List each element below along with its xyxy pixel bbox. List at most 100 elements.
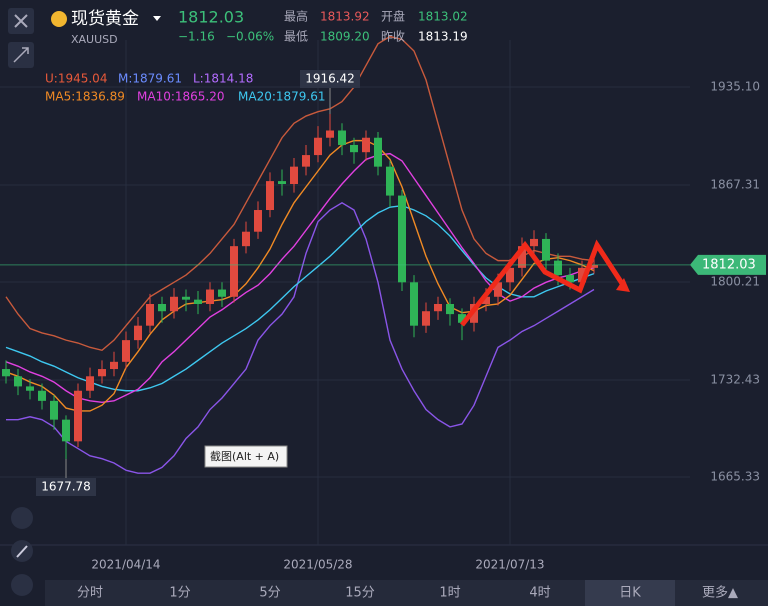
candle-body — [410, 282, 418, 326]
stat-label: 昨收 — [381, 30, 405, 44]
stat-label: 最低 — [284, 30, 308, 44]
stat-value: 1809.20 — [320, 30, 370, 44]
annotation-arrow — [460, 239, 628, 327]
stat-value: 1813.92 — [320, 10, 370, 24]
stat-value: 1813.02 — [418, 10, 468, 24]
indicator-label: MA5:1836.89 — [45, 90, 125, 104]
candle-body — [218, 289, 226, 297]
tab[interactable]: 4时 — [529, 586, 550, 601]
candle-body — [122, 340, 130, 362]
dropdown[interactable] — [153, 16, 161, 21]
candle-body — [386, 166, 394, 196]
candle-body — [362, 137, 370, 153]
tooltip-box — [204, 445, 288, 468]
candle-body — [542, 238, 550, 261]
candle-body — [578, 267, 586, 283]
price: 1812.03 — [178, 8, 244, 27]
indicator-label: L:1814.18 — [193, 72, 253, 86]
candle-body — [338, 130, 346, 145]
expand-icon — [13, 47, 29, 63]
candle-body — [590, 264, 598, 268]
tooltip: 截图(Alt + A) — [210, 449, 279, 463]
tab[interactable]: 1时 — [439, 586, 460, 601]
y-tick-label: 1732.43 — [710, 372, 760, 386]
tab[interactable]: 日K — [619, 586, 641, 601]
candle-body — [230, 246, 238, 297]
tool-button[interactable] — [11, 507, 33, 529]
change-pct: −0.06% — [226, 30, 274, 44]
x-tick-label: 2021/04/14 — [91, 558, 160, 572]
candle-body — [302, 155, 310, 167]
candle-body — [50, 400, 58, 420]
candle-body — [134, 325, 142, 341]
pen-icon — [16, 545, 28, 558]
candle-body — [194, 299, 202, 304]
candle-body — [290, 166, 298, 184]
annotation-box — [300, 69, 360, 88]
line-u — [5, 35, 595, 352]
indicator-label: M:1879.61 — [118, 72, 182, 86]
tabs: 分时 1分 5分 15分 1时 4时 日K 更多▲ — [77, 585, 738, 601]
current-price-label: 1812.03 — [702, 257, 756, 272]
candle-body — [38, 390, 46, 401]
candle-body — [158, 303, 166, 312]
tab[interactable]: 5分 — [259, 586, 280, 601]
candle-body — [242, 231, 250, 247]
tab[interactable]: 15分 — [345, 586, 375, 601]
candle-body — [170, 296, 178, 312]
current-price-tag — [690, 254, 766, 275]
annotation-label: 1916.42 — [305, 71, 355, 85]
candle-body — [566, 275, 574, 283]
annotation-label: 1677.78 — [41, 480, 91, 494]
candle-body — [110, 361, 118, 370]
indicator-label: U:1945.04 — [45, 72, 107, 86]
tab[interactable]: 更多▲ — [702, 585, 738, 601]
change: −1.16 — [178, 30, 215, 44]
tool-button[interactable] — [11, 574, 33, 596]
y-tick-label: 1935.10 — [710, 79, 760, 93]
candle-body — [350, 144, 358, 153]
candle-body — [182, 296, 190, 300]
annotation-box — [36, 478, 96, 497]
candle-body — [326, 130, 334, 138]
candle-body — [74, 390, 82, 442]
candle-body — [446, 303, 454, 315]
candle-body — [506, 267, 514, 283]
tab[interactable]: 1分 — [169, 586, 190, 601]
line-ma5 — [5, 139, 595, 412]
x-tick-label: 2021/05/28 — [283, 558, 352, 572]
candle-body — [14, 376, 22, 387]
candle-body — [98, 369, 106, 377]
stat-label: 开盘 — [381, 9, 405, 24]
stat-label: 最高 — [284, 9, 308, 24]
candle-body — [422, 311, 430, 326]
arrow-head — [616, 278, 630, 292]
candle-body — [518, 246, 526, 268]
close-icon — [14, 14, 28, 28]
indicator-label: MA20:1879.61 — [238, 90, 326, 104]
tab[interactable]: 分时 — [77, 586, 103, 601]
symbol: XAUUSD — [71, 33, 118, 46]
x-tick-label: 2021/07/13 — [475, 558, 544, 572]
candle-body — [494, 282, 502, 297]
title[interactable]: 现货黄金 — [71, 9, 139, 29]
candle-body — [146, 303, 154, 326]
candle-body — [62, 419, 70, 442]
y-tick-label: 1800.21 — [710, 275, 760, 289]
candle-body — [458, 314, 466, 323]
candle-body — [374, 137, 382, 167]
candle-body — [434, 303, 442, 312]
candle-body — [206, 289, 214, 304]
stat-value: 1813.19 — [418, 30, 468, 44]
y-tick-label: 1665.33 — [710, 470, 760, 484]
candle-body — [482, 296, 490, 304]
candle-body — [2, 369, 10, 377]
indicator-label: MA10:1865.20 — [137, 90, 225, 104]
candle-body — [554, 260, 562, 276]
candle-body — [530, 238, 538, 247]
tab-active — [585, 580, 675, 606]
candle-body — [254, 210, 262, 232]
candle-body — [26, 386, 34, 391]
